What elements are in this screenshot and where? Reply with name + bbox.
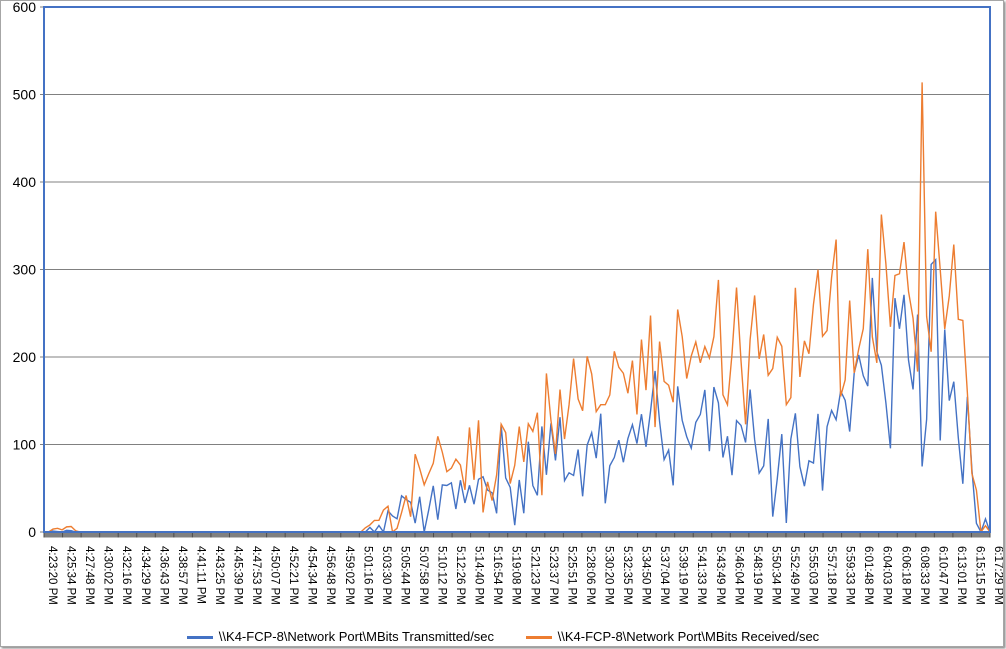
svg-text:500: 500 [13,87,37,103]
svg-text:5:16:54 PM: 5:16:54 PM [491,546,503,605]
svg-text:6:08:33 PM: 6:08:33 PM [918,546,930,605]
svg-text:200: 200 [13,349,37,365]
svg-text:6:15:15 PM: 6:15:15 PM [973,546,985,605]
svg-text:4:32:16 PM: 4:32:16 PM [120,546,132,605]
svg-text:5:10:12 PM: 5:10:12 PM [436,546,448,605]
svg-text:6:13:01 PM: 6:13:01 PM [955,546,967,605]
svg-text:4:54:34 PM: 4:54:34 PM [306,546,318,605]
svg-text:5:48:19 PM: 5:48:19 PM [751,546,763,605]
svg-text:5:50:34 PM: 5:50:34 PM [769,546,781,605]
svg-text:5:07:58 PM: 5:07:58 PM [417,546,429,605]
svg-text:5:34:50 PM: 5:34:50 PM [640,546,652,605]
svg-text:4:41:11 PM: 4:41:11 PM [194,546,206,604]
svg-text:5:57:18 PM: 5:57:18 PM [825,546,837,605]
svg-text:5:32:35 PM: 5:32:35 PM [621,546,633,605]
svg-text:4:25:34 PM: 4:25:34 PM [65,546,77,605]
svg-text:6:06:18 PM: 6:06:18 PM [899,546,911,605]
svg-text:5:03:30 PM: 5:03:30 PM [380,546,392,605]
svg-text:4:34:29 PM: 4:34:29 PM [139,546,151,605]
svg-text:5:39:19 PM: 5:39:19 PM [677,546,689,605]
svg-text:5:05:44 PM: 5:05:44 PM [398,546,410,605]
svg-text:400: 400 [13,174,37,190]
svg-text:4:50:07 PM: 4:50:07 PM [269,546,281,605]
svg-text:100: 100 [13,437,37,453]
svg-text:4:47:53 PM: 4:47:53 PM [250,546,262,605]
svg-text:4:23:20 PM: 4:23:20 PM [46,546,58,605]
svg-text:4:43:25 PM: 4:43:25 PM [213,546,225,605]
svg-text:4:27:48 PM: 4:27:48 PM [83,546,95,605]
svg-text:4:30:02 PM: 4:30:02 PM [102,546,114,605]
svg-text:4:52:21 PM: 4:52:21 PM [287,546,299,605]
svg-text:6:04:03 PM: 6:04:03 PM [881,546,893,605]
svg-text:5:21:23 PM: 5:21:23 PM [528,546,540,605]
svg-text:6:01:48 PM: 6:01:48 PM [862,546,874,605]
svg-text:5:30:20 PM: 5:30:20 PM [602,546,614,605]
svg-text:0: 0 [28,524,36,540]
svg-text:5:28:06 PM: 5:28:06 PM [584,546,596,605]
svg-text:5:41:33 PM: 5:41:33 PM [695,546,707,605]
svg-text:5:23:37 PM: 5:23:37 PM [547,546,559,605]
svg-text:5:59:33 PM: 5:59:33 PM [844,546,856,605]
svg-text:5:14:40 PM: 5:14:40 PM [473,546,485,605]
svg-text:5:52:49 PM: 5:52:49 PM [788,546,800,605]
svg-text:4:45:39 PM: 4:45:39 PM [231,546,243,605]
svg-text:5:12:26 PM: 5:12:26 PM [454,546,466,605]
svg-text:4:38:57 PM: 4:38:57 PM [176,546,188,605]
svg-text:5:55:03 PM: 5:55:03 PM [807,546,819,605]
svg-text:4:59:02 PM: 4:59:02 PM [343,546,355,605]
svg-text:600: 600 [13,1,37,15]
svg-text:5:43:49 PM: 5:43:49 PM [714,546,726,605]
svg-text:4:56:48 PM: 4:56:48 PM [324,546,336,605]
svg-text:5:25:51 PM: 5:25:51 PM [565,546,577,605]
svg-text:300: 300 [13,262,37,278]
svg-text:4:36:43 PM: 4:36:43 PM [157,546,169,605]
svg-text:5:37:04 PM: 5:37:04 PM [658,546,670,605]
svg-text:5:01:16 PM: 5:01:16 PM [361,546,373,605]
svg-text:6:10:47 PM: 6:10:47 PM [936,546,948,605]
svg-text:6:17:29 PM: 6:17:29 PM [992,546,1004,605]
svg-text:5:19:08 PM: 5:19:08 PM [510,546,522,605]
svg-text:5:46:04 PM: 5:46:04 PM [732,546,744,605]
